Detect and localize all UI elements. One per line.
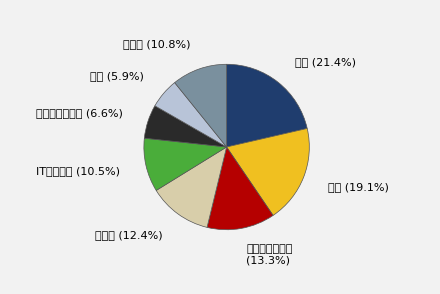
Text: 文教 (5.9%): 文教 (5.9%) [90, 71, 143, 81]
Text: その他 (10.8%): その他 (10.8%) [123, 39, 190, 49]
Wedge shape [144, 138, 227, 191]
Text: 製造 (19.1%): 製造 (19.1%) [328, 182, 389, 192]
Text: 官公庁 (12.4%): 官公庁 (12.4%) [95, 230, 162, 240]
Text: 金融 (21.4%): 金融 (21.4%) [295, 56, 356, 66]
Text: 流通・卸・小売 (6.6%): 流通・卸・小売 (6.6%) [36, 108, 123, 118]
Wedge shape [156, 147, 227, 227]
Wedge shape [175, 64, 227, 147]
Wedge shape [227, 64, 307, 147]
Text: 通信・メディア
(13.3%): 通信・メディア (13.3%) [246, 244, 293, 265]
Wedge shape [227, 128, 309, 216]
Wedge shape [155, 83, 227, 147]
Text: ITサービス (10.5%): ITサービス (10.5%) [36, 166, 120, 176]
Wedge shape [207, 147, 273, 230]
Wedge shape [144, 106, 227, 147]
